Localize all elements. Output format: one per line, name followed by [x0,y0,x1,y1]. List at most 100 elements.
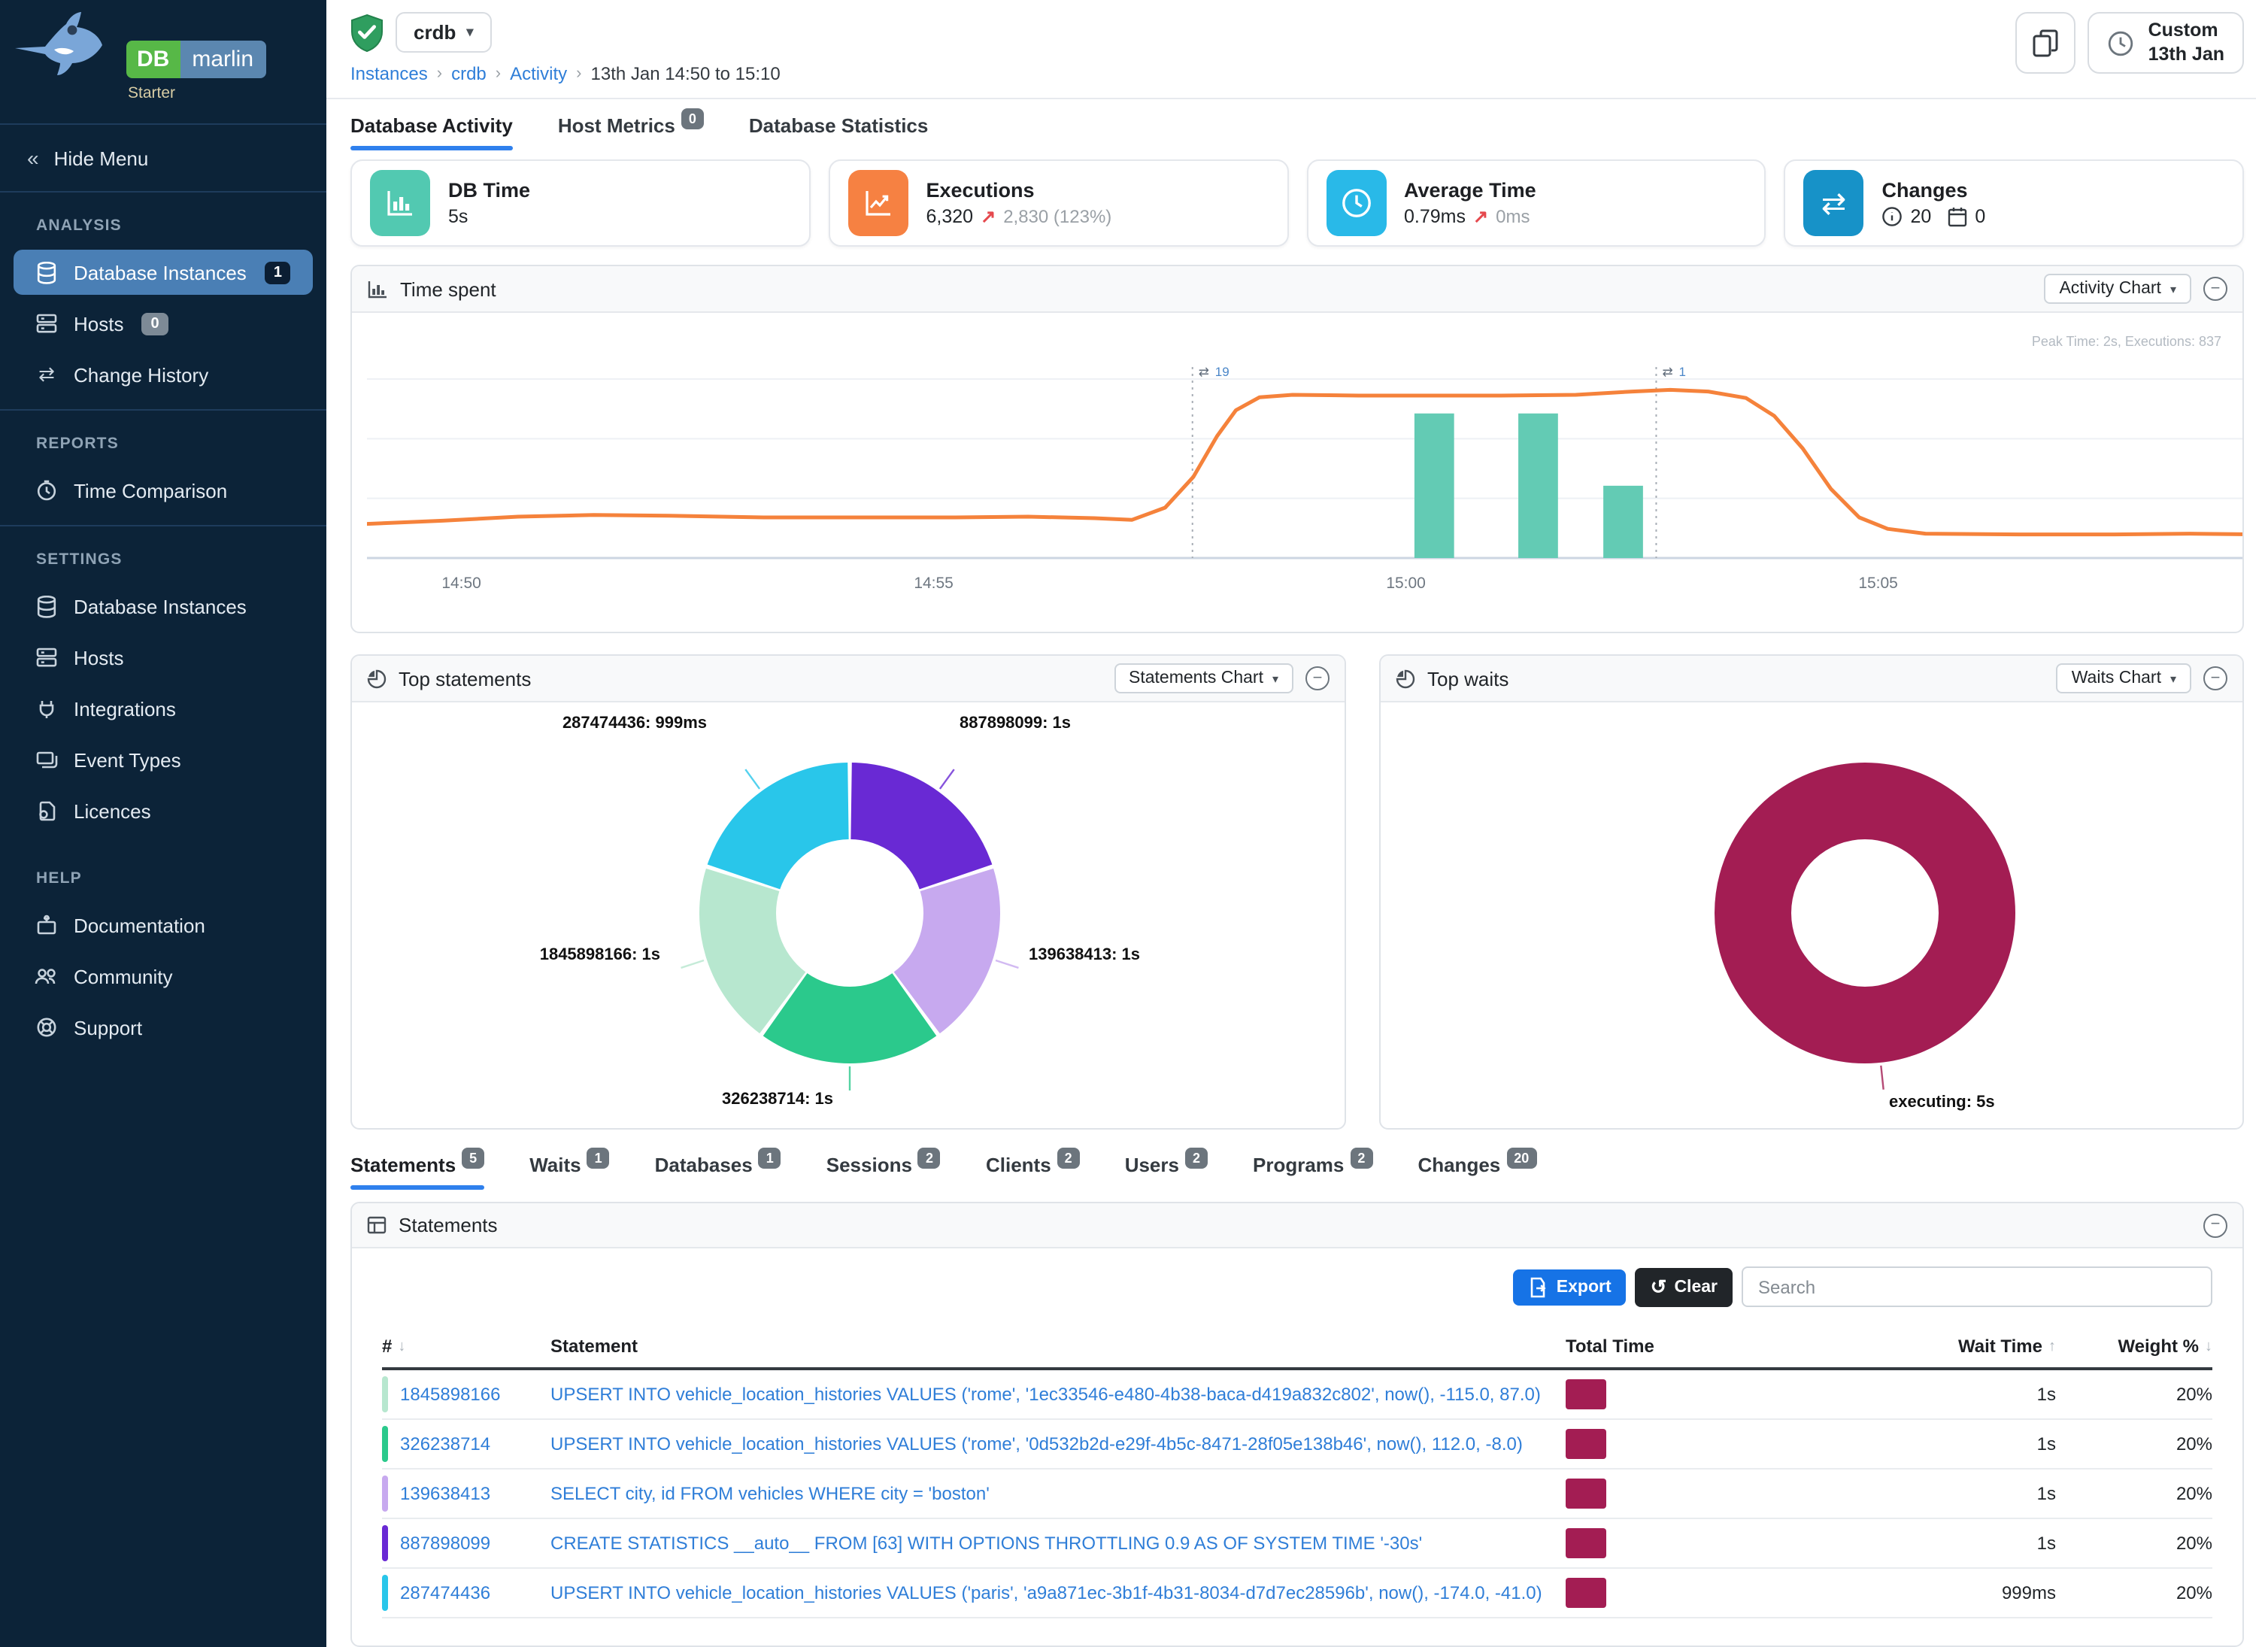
breadcrumb-activity[interactable]: Activity [510,63,568,84]
sidebar-item-time-comparison[interactable]: Time Comparison [14,468,313,513]
main-content: crdb ▾ Instances › crdb › Activity › 13t… [326,0,2268,1647]
statement-id-link[interactable]: 1845898166 [400,1384,501,1405]
breadcrumb-instances[interactable]: Instances [350,63,428,84]
tab-host-metrics[interactable]: Host Metrics 0 [558,108,704,150]
delta-up-icon: ↗ [1473,206,1489,227]
col-weight[interactable]: Weight % ↓ [2118,1336,2212,1357]
sidebar-item-licences[interactable]: Licences [14,788,313,833]
card-value: 5s [448,206,468,227]
table-row: 287474436 UPSERT INTO vehicle_location_h… [382,1569,2212,1618]
chevron-down-icon: ▾ [2169,672,2176,685]
collapse-panel-button[interactable]: − [1305,666,1330,690]
statement-sql-link[interactable]: UPSERT INTO vehicle_location_histories V… [550,1582,1542,1603]
tab-database-activity[interactable]: Database Activity [350,114,513,150]
statements-donut-chart[interactable]: 287474436: 999ms 887898099: 1s 184589816… [352,702,1345,1128]
statement-id-link[interactable]: 887898099 [400,1533,491,1554]
detail-tab-programs[interactable]: Programs 2 [1253,1148,1373,1190]
export-button[interactable]: Export [1512,1269,1627,1305]
statement-sql-link[interactable]: CREATE STATISTICS __auto__ FROM [63] WIT… [550,1533,1423,1554]
detail-tab-databases[interactable]: Databases 1 [655,1148,781,1190]
divider [0,191,326,193]
sidebar-item-label: Event Types [74,748,181,771]
tab-database-statistics[interactable]: Database Statistics [748,114,929,137]
breadcrumb-crdb[interactable]: crdb [451,63,487,84]
sidebar-item-integrations[interactable]: Integrations [14,686,313,731]
statement-id-link[interactable]: 139638413 [400,1483,491,1504]
sidebar-item-documentation[interactable]: Documentation [14,902,313,948]
statements-chart-selector[interactable]: Statements Chart ▾ [1114,663,1293,693]
detail-tabs: Statements 5 Waits 1 Databases 1 Sessions 2 … [326,1130,2256,1190]
sidebar-item-hosts[interactable]: Hosts 0 [14,301,313,346]
detail-tab-statements[interactable]: Statements 5 [350,1148,485,1190]
sidebar: DB marlin Starter « Hide Menu ANALYSIS Da… [0,0,326,1647]
sidebar-item-settings-hosts[interactable]: Hosts [14,635,313,680]
sidebar-item-event-types[interactable]: Event Types [14,737,313,782]
svg-text:19: 19 [1215,365,1230,379]
sidebar-item-database-instances[interactable]: Database Instances 1 [14,250,313,295]
statement-id-link[interactable]: 287474436 [400,1582,491,1603]
statement-id-link[interactable]: 326238714 [400,1433,491,1454]
export-icon [1530,1276,1546,1297]
metric-cards: DB Time 5s Executions 6,320 ↗ 2,830 (123… [326,150,2256,247]
sidebar-item-change-history[interactable]: ⇄ Change History [14,352,313,397]
brand-logo[interactable]: DB marlin Starter [0,0,326,123]
tab-badge: 0 [681,108,704,129]
col-wait-time[interactable]: Wait Time ↑ [1957,1336,2056,1357]
total-time-bar [1566,1528,1606,1558]
detail-tab-waits[interactable]: Waits 1 [529,1148,610,1190]
waits-donut-chart[interactable]: executing: 5s [1381,702,2242,1128]
weight-cell: 20% [2176,1384,2212,1405]
sidebar-item-community[interactable]: Community [14,954,313,999]
copy-link-button[interactable] [2015,12,2076,74]
sort-asc-icon: ↑ [2048,1338,2056,1354]
detail-tab-clients[interactable]: Clients 2 [986,1148,1080,1190]
activity-chart-selector[interactable]: Activity Chart ▾ [2044,274,2191,304]
wait-time-cell: 1s [2036,1533,2056,1554]
hide-menu-button[interactable]: « Hide Menu [0,125,326,191]
collapse-panel-button[interactable]: − [2203,666,2227,690]
detail-tab-sessions[interactable]: Sessions 2 [826,1148,941,1190]
detail-tab-changes[interactable]: Changes 20 [1418,1148,1537,1190]
waits-donut-canvas[interactable] [1381,702,2244,1128]
breadcrumb-separator: › [495,65,502,83]
database-icon [35,594,59,618]
clear-button[interactable]: ↺ Clear [1635,1267,1733,1306]
info-icon [1882,207,1903,226]
col-id[interactable]: # ↓ [382,1336,406,1357]
search-input[interactable] [1742,1266,2212,1307]
col-total-time[interactable]: Total Time [1566,1336,1654,1357]
copy-icon [2033,29,2059,56]
statement-sql-link[interactable]: UPSERT INTO vehicle_location_histories V… [550,1433,1523,1454]
statement-sql-link[interactable]: UPSERT INTO vehicle_location_histories V… [550,1384,1541,1405]
waits-chart-selector[interactable]: Waits Chart ▾ [2056,663,2191,693]
sidebar-item-settings-database-instances[interactable]: Database Instances [14,584,313,629]
collapse-panel-button[interactable]: − [2203,1213,2227,1237]
chart-icon [367,279,388,299]
calendar-icon [1948,208,1967,227]
detail-tab-users[interactable]: Users 2 [1125,1148,1208,1190]
statements-table-header: Statements − [352,1203,2242,1248]
sidebar-item-support[interactable]: Support [14,1005,313,1050]
time-spent-header: Time spent Activity Chart ▾ − [352,266,2242,313]
time-series-canvas[interactable]: ⇄ 19 ⇄ 1 14:50 14:55 15:00 15:05 [367,325,2244,623]
svg-text:1: 1 [1678,365,1685,379]
server-icon [35,311,59,335]
plug-icon [35,696,59,720]
tab-badge: 2 [1057,1148,1080,1169]
time-spent-panel: Time spent Activity Chart ▾ − Peak Time:… [350,265,2244,633]
col-statement[interactable]: Statement [550,1336,638,1357]
collapse-chevrons-icon: « [27,146,39,170]
page-tabs: Database Activity Host Metrics 0 Database… [326,99,2256,150]
sidebar-section-analysis: ANALYSIS [36,217,122,235]
table-icon [367,1215,387,1235]
instance-selector[interactable]: crdb ▾ [396,12,492,53]
time-range-button[interactable]: Custom 13th Jan [2088,12,2244,74]
time-spent-chart[interactable]: Peak Time: 2s, Executions: 837 ⇄ 19 ⇄ 1 14:5… [352,313,2242,632]
card-db-time: DB Time 5s [350,159,811,247]
hide-menu-label: Hide Menu [53,147,149,169]
statements-donut-canvas[interactable] [352,702,1346,1128]
statement-sql-link[interactable]: SELECT city, id FROM vehicles WHERE city… [550,1483,990,1504]
pie-chart-icon [367,669,387,688]
collapse-panel-button[interactable]: − [2203,277,2227,301]
